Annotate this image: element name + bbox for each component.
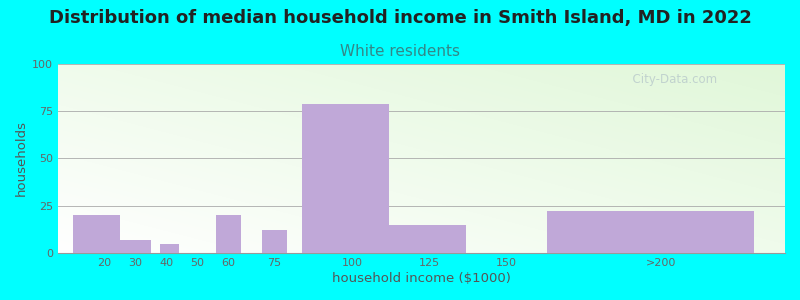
Bar	[389, 225, 466, 253]
Text: City-Data.com: City-Data.com	[625, 74, 717, 86]
Bar	[302, 104, 389, 253]
Bar	[120, 240, 151, 253]
X-axis label: household income ($1000): household income ($1000)	[332, 272, 511, 285]
Bar	[216, 215, 241, 253]
Bar	[160, 244, 178, 253]
Bar	[547, 212, 754, 253]
Y-axis label: households: households	[15, 121, 28, 196]
Text: White residents: White residents	[340, 44, 460, 59]
Bar	[262, 230, 287, 253]
Bar	[74, 215, 120, 253]
Text: Distribution of median household income in Smith Island, MD in 2022: Distribution of median household income …	[49, 9, 751, 27]
